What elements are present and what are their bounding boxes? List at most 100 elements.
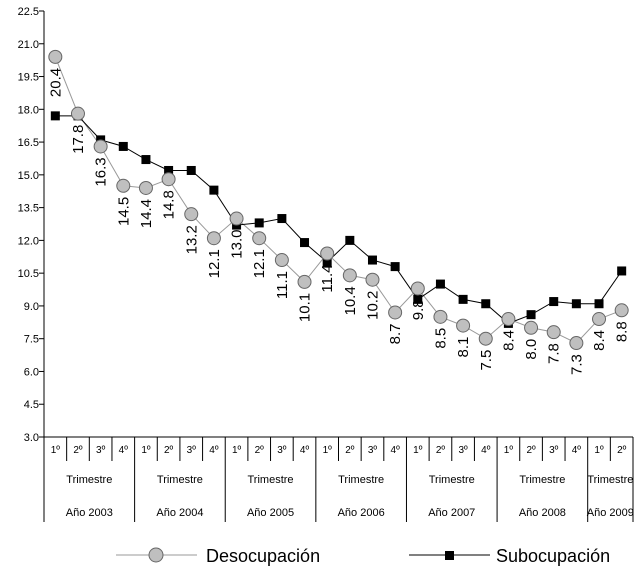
x-period-label: Trimestre (157, 474, 203, 486)
x-quarter-label: 2º (164, 445, 174, 456)
y-tick-label: 22.5 (18, 6, 39, 18)
y-tick-label: 3.0 (24, 432, 39, 444)
data-label: 7.5 (478, 350, 495, 371)
data-label: 16.3 (93, 157, 110, 186)
x-period-label: Trimestre (248, 474, 294, 486)
point-desocupacion (138, 180, 153, 195)
x-quarter-label: 3º (458, 445, 468, 456)
x-quarter-label: 2º (73, 445, 83, 456)
x-quarter-label: 2º (526, 445, 536, 456)
point-subocupacion (526, 310, 536, 320)
markers (48, 49, 629, 351)
point-desocupacion (93, 139, 108, 154)
point-desocupacion (342, 268, 357, 283)
x-quarter-label: 2º (436, 445, 446, 456)
data-label: 9.8 (410, 299, 427, 320)
x-period-label: Trimestre (519, 474, 565, 486)
point-desocupacion (388, 305, 403, 320)
point-desocupacion (116, 178, 131, 193)
point-desocupacion (184, 207, 199, 222)
y-tick-label: 9.0 (24, 301, 39, 313)
point-desocupacion (501, 312, 516, 327)
data-label: 7.8 (546, 343, 563, 364)
data-label: 11.4 (319, 265, 336, 293)
point-desocupacion (478, 331, 493, 346)
data-label: 14.8 (161, 190, 178, 219)
x-quarter-label: 4º (209, 445, 219, 456)
point-subocupacion (186, 165, 196, 175)
x-quarter-label: 1º (413, 445, 423, 456)
point-subocupacion (209, 185, 219, 195)
axes (43, 11, 633, 438)
y-tick-label: 16.5 (18, 137, 39, 149)
x-quarter-label: 4º (119, 445, 129, 456)
x-quarter-label: 1º (323, 445, 333, 456)
legend-marker-desocupacion (148, 547, 164, 563)
point-desocupacion (592, 312, 607, 327)
data-label: 14.5 (115, 197, 132, 226)
x-year-label: Año 2004 (156, 507, 203, 519)
data-label: 17.8 (70, 125, 87, 154)
y-tick-label: 13.5 (18, 203, 39, 215)
y-tick-label: 10.5 (18, 268, 39, 280)
y-tick-label: 12.0 (18, 235, 39, 247)
x-quarter-label: 4º (481, 445, 491, 456)
point-subocupacion (481, 299, 491, 309)
point-desocupacion (569, 336, 584, 351)
point-subocupacion (277, 214, 287, 224)
legend-marker-subocupacion (445, 551, 454, 560)
point-subocupacion (594, 299, 604, 309)
point-desocupacion (546, 325, 561, 340)
x-period-label: Trimestre (338, 474, 384, 486)
y-tick-label: 15.0 (18, 170, 39, 182)
point-desocupacion (161, 172, 176, 187)
x-year-label: Año 2005 (247, 507, 294, 519)
point-subocupacion (413, 294, 423, 304)
x-period-label: Trimestre (587, 474, 633, 486)
x-quarter-label: 3º (368, 445, 378, 456)
data-label: 8.0 (523, 339, 540, 360)
x-quarter-label: 1º (141, 445, 151, 456)
data-label: 10.2 (365, 291, 382, 320)
x-year-label: Año 2009 (587, 507, 634, 519)
x-axis-category-table: 1º 2º 3º 4º 1º 2º 3º 4º 1º 2º 3º 4º 1º 2º 3º 4º 1º 2º 3º 4º… (43, 437, 634, 522)
data-label: 8.7 (387, 324, 404, 345)
data-label: 8.5 (432, 328, 449, 349)
x-quarter-label: 1º (51, 445, 61, 456)
point-desocupacion (614, 303, 629, 318)
data-label: 8.1 (455, 337, 472, 358)
point-subocupacion (164, 165, 174, 175)
point-desocupacion (365, 272, 380, 287)
point-subocupacion (345, 235, 355, 245)
data-label: 8.4 (591, 330, 608, 351)
x-quarter-label: 4º (391, 445, 401, 456)
y-tick-label: 21.0 (18, 39, 39, 51)
x-quarter-label: 2º (345, 445, 355, 456)
point-subocupacion (617, 266, 627, 276)
legend-label-subocupacion: Subocupación (496, 546, 610, 566)
data-label: 13.2 (183, 225, 200, 254)
data-label: 11.1 (274, 271, 291, 299)
data-label: 20.4 (47, 68, 64, 97)
point-subocupacion (141, 155, 151, 165)
point-subocupacion (390, 262, 400, 272)
x-quarter-label: 2º (617, 445, 627, 456)
point-subocupacion (435, 279, 445, 289)
x-quarter-label: 4º (300, 445, 310, 456)
point-desocupacion (456, 318, 471, 333)
point-desocupacion (206, 231, 221, 246)
data-label: 13.0 (229, 230, 246, 259)
y-tick-label: 6.0 (24, 366, 39, 378)
point-desocupacion (229, 211, 244, 226)
data-label: 12.1 (251, 249, 268, 278)
point-desocupacion (48, 49, 63, 64)
y-tick-label: 4.5 (24, 399, 39, 411)
point-desocupacion (252, 231, 267, 246)
legend: Desocupación Subocupación (116, 546, 610, 566)
y-tick-label: 18.0 (18, 104, 39, 116)
point-desocupacion (70, 106, 85, 121)
data-label: 7.3 (568, 354, 585, 375)
point-subocupacion (254, 218, 264, 228)
x-quarter-label: 3º (96, 445, 106, 456)
